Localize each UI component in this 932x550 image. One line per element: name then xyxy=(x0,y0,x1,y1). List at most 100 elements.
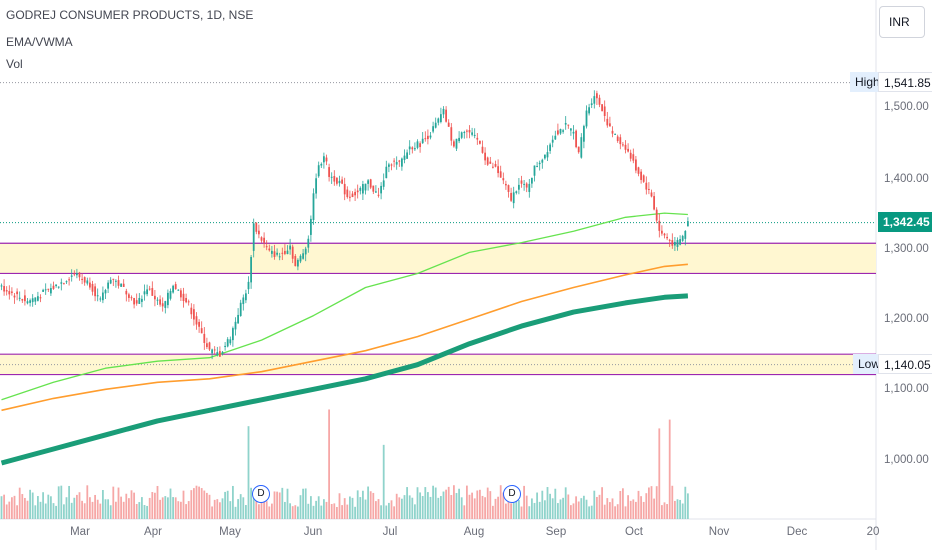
candle-body xyxy=(588,107,590,114)
candle-body xyxy=(224,345,226,347)
volume-bar xyxy=(414,504,416,519)
candle-body xyxy=(523,183,525,185)
currency-button[interactable]: INR xyxy=(879,6,925,38)
volume-bar xyxy=(154,492,156,519)
volume-bar xyxy=(635,501,637,519)
volume-bar xyxy=(362,490,364,519)
volume-bar xyxy=(533,502,536,519)
candle-body xyxy=(323,156,325,163)
candle-body xyxy=(271,250,273,254)
candle-body xyxy=(429,135,432,138)
volume-bar xyxy=(375,501,377,519)
volume-bar xyxy=(128,498,130,519)
candle-body xyxy=(291,246,294,259)
volume-bar xyxy=(666,504,668,519)
candle-body xyxy=(109,279,112,284)
candle-body xyxy=(375,191,377,193)
candle-body xyxy=(91,284,94,292)
volume-bar xyxy=(502,492,505,519)
volume-bar xyxy=(265,501,268,519)
candle-body xyxy=(567,124,570,126)
candle-body xyxy=(393,160,395,162)
volume-bar xyxy=(419,492,421,519)
candle-body xyxy=(5,290,8,292)
volume-bar xyxy=(310,496,312,519)
volume-bar xyxy=(583,495,585,519)
volume-bar xyxy=(42,492,44,519)
volume-bar xyxy=(546,487,549,519)
candle-body xyxy=(234,321,237,330)
volume-bar xyxy=(481,495,484,519)
candle-body xyxy=(151,288,154,296)
dividend-marker[interactable]: D xyxy=(503,485,521,503)
candle-body xyxy=(146,289,148,295)
volume-bar xyxy=(112,486,115,519)
volume-bar xyxy=(167,497,169,519)
volume-bar xyxy=(76,494,78,519)
candle-body xyxy=(372,185,375,192)
dividend-marker[interactable]: D xyxy=(252,485,270,503)
candle-body xyxy=(395,162,398,165)
volume-bar xyxy=(50,496,52,519)
volume-bar xyxy=(221,498,224,519)
candle-body xyxy=(518,184,520,190)
candle-body xyxy=(21,299,24,301)
volume-bar xyxy=(468,494,471,519)
volume-bar xyxy=(432,485,434,519)
volume-label[interactable]: Vol xyxy=(6,57,23,71)
candle-body xyxy=(642,175,645,182)
volume-bar xyxy=(624,506,627,519)
candle-body xyxy=(528,183,531,192)
candle-body xyxy=(570,128,572,131)
candle-body xyxy=(297,259,299,267)
volume-bar xyxy=(466,485,468,519)
candle-body xyxy=(380,185,382,194)
volume-bar xyxy=(211,506,213,519)
candle-body xyxy=(479,140,481,144)
y-tick-label: 1,200.00 xyxy=(884,313,929,325)
last-price-tag: 1,342.45 xyxy=(878,212,932,232)
symbol-title[interactable]: GODREJ CONSUMER PRODUCTS, 1D, NSE xyxy=(6,8,254,22)
candle-body xyxy=(622,144,624,146)
volume-bar xyxy=(206,492,208,519)
candle-body xyxy=(666,236,668,239)
candle-body xyxy=(294,255,297,267)
candle-body xyxy=(42,289,44,292)
candle-body xyxy=(658,220,661,231)
volume-bar xyxy=(354,506,356,519)
candle-body xyxy=(572,131,575,134)
candle-body xyxy=(81,278,83,280)
volume-bar xyxy=(3,494,5,519)
volume-bar xyxy=(388,502,390,519)
candle-body xyxy=(187,301,190,303)
candle-body xyxy=(416,141,419,148)
indicator-label[interactable]: EMA/VWMA xyxy=(6,35,73,49)
volume-bar xyxy=(315,500,317,519)
candle-body xyxy=(52,285,55,289)
candle-body xyxy=(245,293,247,301)
candle-body xyxy=(411,147,414,150)
candle-body xyxy=(128,294,130,298)
candle-body xyxy=(663,233,666,236)
y-tick-label: 1,100.00 xyxy=(884,383,929,395)
volume-bar xyxy=(330,503,333,519)
candle-body xyxy=(167,292,169,306)
volume-bar xyxy=(359,497,362,519)
volume-bar xyxy=(520,506,523,519)
candle-body xyxy=(200,328,203,334)
volume-bar xyxy=(177,501,180,519)
volume-bar xyxy=(291,506,294,519)
candle-body xyxy=(650,192,653,197)
volume-bar xyxy=(437,497,440,519)
candle-body xyxy=(177,289,180,291)
candle-body xyxy=(198,321,200,327)
candle-body xyxy=(351,193,354,198)
candle-body xyxy=(533,165,536,176)
candle-body xyxy=(26,301,29,304)
candle-body xyxy=(8,291,11,295)
volume-bar xyxy=(151,492,154,519)
candle-body xyxy=(624,144,627,150)
candle-body xyxy=(86,280,89,284)
candle-body xyxy=(94,286,96,297)
